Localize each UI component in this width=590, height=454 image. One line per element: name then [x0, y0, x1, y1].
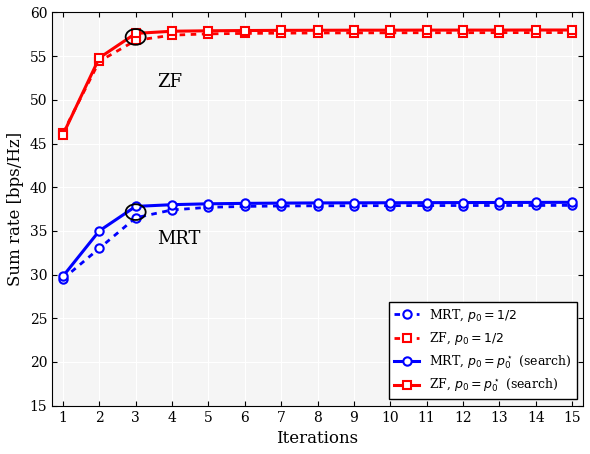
Text: MRT: MRT: [158, 230, 201, 248]
X-axis label: Iterations: Iterations: [277, 430, 359, 447]
Legend: MRT, $p_0 = 1/2$, ZF, $p_0 = 1/2$, MRT, $p_0 = p_0^\star$ (search), ZF, $p_0 = p: MRT, $p_0 = 1/2$, ZF, $p_0 = 1/2$, MRT, …: [389, 301, 577, 400]
Y-axis label: Sum rate [bps/Hz]: Sum rate [bps/Hz]: [7, 132, 24, 286]
Text: ZF: ZF: [158, 73, 182, 91]
